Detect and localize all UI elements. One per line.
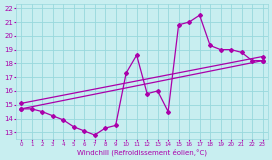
- X-axis label: Windchill (Refroidissement éolien,°C): Windchill (Refroidissement éolien,°C): [77, 148, 207, 156]
